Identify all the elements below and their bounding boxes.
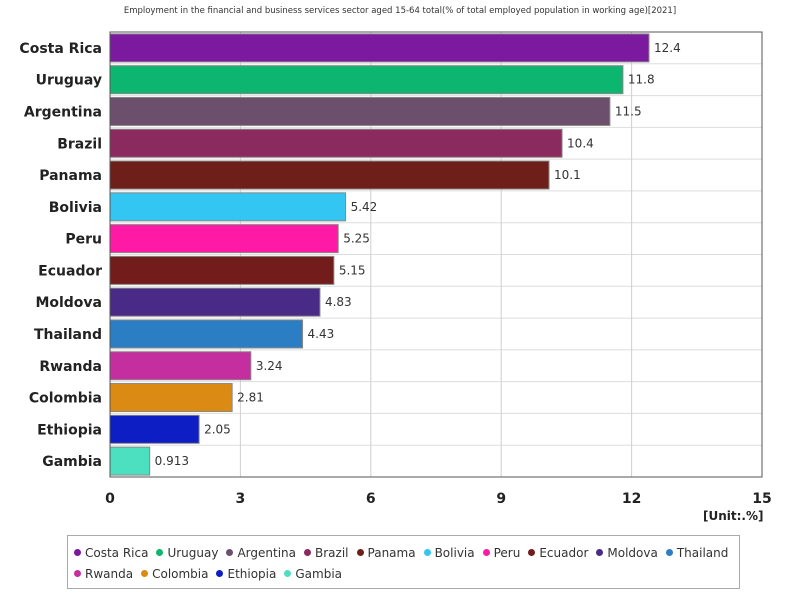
category-label: Costa Rica — [19, 41, 102, 57]
category-label: Brazil — [57, 136, 102, 152]
legend-label: Bolivia — [434, 545, 475, 560]
category-label: Thailand — [34, 327, 102, 343]
bar — [109, 128, 563, 158]
legend-label: Brazil — [315, 545, 349, 560]
legend-swatch — [141, 570, 149, 577]
bar-value-label: 5.42 — [351, 200, 378, 214]
bar-value-label: 2.05 — [204, 422, 231, 436]
bar — [109, 96, 611, 126]
bar-value-label: 10.1 — [554, 168, 581, 182]
bar-value-label: 12.4 — [654, 41, 681, 55]
chart-title: Employment in the financial and business… — [123, 6, 677, 16]
legend-item: Rwanda — [74, 563, 133, 584]
legend-label: Panama — [367, 545, 416, 560]
category-label: Peru — [65, 232, 102, 248]
bar-value-label: 5.15 — [339, 263, 366, 277]
legend-item: Colombia — [141, 563, 208, 584]
legend-swatch — [216, 570, 224, 577]
legend-label: Peru — [493, 545, 521, 560]
category-label: Panama — [39, 168, 102, 184]
category-label: Ethiopia — [37, 422, 102, 438]
category-label: Moldova — [35, 295, 102, 311]
legend: Costa Rica Uruguay Argentina Brazil Panama Bo… — [67, 535, 740, 589]
legend-item: Moldova — [596, 542, 658, 563]
bar-value-label: 0.913 — [155, 454, 189, 468]
legend-label: Uruguay — [167, 545, 219, 560]
legend-label: Costa Rica — [85, 545, 149, 560]
unit-label: [Unit:.%] — [703, 509, 764, 523]
legend-label: Thailand — [676, 545, 729, 560]
bar-value-label: 2.81 — [237, 391, 264, 405]
legend-swatch — [74, 549, 81, 556]
bar — [109, 319, 304, 349]
legend-swatch — [528, 549, 536, 556]
x-tick-label: 12 — [622, 491, 641, 507]
bar — [109, 255, 335, 285]
legend-item: Argentina — [226, 542, 296, 563]
legend-swatch — [356, 549, 364, 556]
legend-swatch — [284, 570, 292, 577]
category-label: Gambia — [42, 454, 102, 470]
bar-value-label: 10.4 — [567, 136, 594, 150]
legend-item: Costa Rica — [74, 542, 148, 563]
category-label: Bolivia — [49, 200, 102, 216]
legend-item: Panama — [356, 542, 416, 563]
legend-item: Ecuador — [528, 542, 588, 563]
legend-label: Ethiopia — [227, 566, 277, 581]
bar — [109, 414, 200, 444]
legend-item: Peru — [482, 542, 521, 563]
legend-label: Moldova — [607, 545, 658, 560]
legend-item: Gambia — [284, 563, 342, 584]
bar — [109, 160, 550, 190]
legend-swatch — [482, 549, 490, 556]
legend-swatch — [226, 549, 234, 556]
plot-border — [109, 31, 763, 478]
legend-swatch — [156, 549, 164, 556]
category-label: Argentina — [24, 104, 102, 120]
legend-label: Gambia — [295, 566, 343, 581]
x-tick-label: 0 — [105, 491, 115, 507]
bar — [109, 446, 151, 476]
category-label: Uruguay — [36, 73, 102, 89]
legend-label: Argentina — [237, 545, 297, 560]
legend-item: Uruguay — [156, 542, 218, 563]
bar — [109, 33, 650, 63]
legend-swatch — [423, 549, 431, 556]
legend-item: Brazil — [304, 542, 349, 563]
x-tick-label: 9 — [496, 491, 506, 507]
legend-label: Ecuador — [539, 545, 589, 560]
legend-item: Thailand — [665, 542, 729, 563]
bar-value-label: 5.25 — [343, 232, 370, 246]
bar-value-label: 11.8 — [628, 73, 655, 87]
category-label: Ecuador — [38, 263, 102, 279]
bar-value-label: 11.5 — [615, 104, 642, 118]
bar-value-label: 4.43 — [308, 327, 335, 341]
category-label: Colombia — [29, 391, 102, 407]
legend-swatch — [304, 549, 312, 556]
bar-value-label: 4.83 — [325, 295, 352, 309]
legend-item: Bolivia — [423, 542, 475, 563]
bar — [109, 287, 321, 317]
x-tick-label: 15 — [752, 491, 771, 507]
legend-label: Colombia — [152, 566, 209, 581]
bar — [109, 192, 347, 222]
bar — [109, 351, 252, 381]
bar — [109, 224, 339, 254]
x-tick-label: 3 — [236, 491, 246, 507]
bar-value-label: 3.24 — [256, 359, 283, 373]
legend-swatch — [596, 549, 604, 556]
bar — [109, 383, 233, 413]
bar — [109, 65, 624, 95]
legend-swatch — [74, 570, 81, 577]
x-tick-label: 6 — [366, 491, 376, 507]
legend-label: Rwanda — [85, 566, 134, 581]
legend-item: Ethiopia — [216, 563, 276, 584]
legend-swatch — [665, 549, 673, 556]
category-label: Rwanda — [39, 359, 102, 375]
